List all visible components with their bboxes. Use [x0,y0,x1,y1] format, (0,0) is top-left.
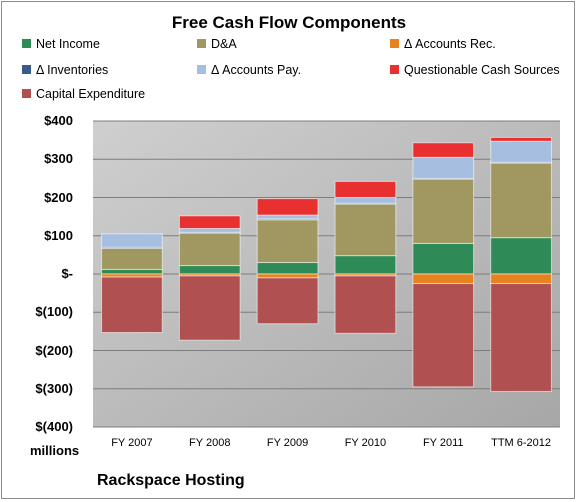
bar-segment [256,262,319,275]
bar-segment [178,215,241,229]
legend-swatch [390,39,399,48]
x-tick-label: FY 2010 [344,437,387,449]
legend-swatch [390,65,399,74]
legend-label: Δ Inventories [36,63,109,77]
legend-label: Δ Accounts Rec. [404,37,496,51]
x-tick-label: FY 2011 [422,437,464,449]
bar-segment [256,214,319,220]
legend-item-net-income: Net Income [22,37,100,51]
bar-segment [490,136,552,142]
bar-segment [334,197,397,204]
y-tick-label: $(300) [35,380,73,396]
legend-item-capex: Capital Expenditure [22,87,145,101]
bar-segment [334,203,397,257]
y-tick-label: $(200) [35,342,73,358]
bar-segment [256,273,319,279]
legend-swatch [22,39,31,48]
company-name: Rackspace Hosting [97,472,245,489]
legend-item-accounts-pay: Δ Accounts Pay. [197,63,301,77]
bar-segment [101,268,163,275]
bar-segment [101,233,163,248]
legend-item-accounts-rec: Δ Accounts Rec. [390,37,496,51]
legend-label: D&A [211,37,237,51]
bar-segment [178,227,241,233]
legend-swatch [22,89,31,98]
bar-segment [178,232,241,267]
bar-segment [412,283,475,388]
bar-segment [412,178,475,244]
legend-label: Δ Accounts Pay. [211,63,302,77]
legend-label: Capital Expenditure [36,87,146,101]
bar-segment [256,219,319,264]
units-label: millions [30,443,80,458]
bar-segment [256,277,319,325]
bar-segment [490,237,552,275]
bar-segment [412,242,475,275]
y-tick-label: $- [61,266,73,281]
legend-label: Net Income [36,37,100,51]
bar-segment [490,283,552,392]
bar-segment [101,276,163,334]
bar-segment [412,156,475,179]
bar-segment [490,273,552,285]
legend-item-inventories: Δ Inventories [22,63,108,77]
bar-segment [334,180,397,198]
bar-segment [101,247,163,270]
legend-label: Questionable Cash Sources [404,63,560,77]
legend-swatch [22,65,31,74]
bar-segment [178,265,241,275]
x-tick-label: TTM 6-2012 [491,437,552,449]
chart-title: Free Cash Flow Components [171,13,407,32]
legend-swatch [197,39,206,48]
legend-item-d-and-a: D&A [197,37,237,51]
y-tick-label: $300 [44,151,73,167]
bar-segment [490,140,552,163]
bar-segment [256,198,319,216]
y-tick-label: $200 [44,189,73,205]
bar-segment [334,275,397,334]
y-tick-label: $400 [44,113,73,128]
bar-segment [178,275,241,341]
bar-segment [412,142,475,158]
y-tick-label: $(400) [35,419,73,434]
x-tick-label: FY 2008 [189,437,231,449]
legend-item-questionable-cash: Questionable Cash Sources [390,63,560,77]
bar-segment [334,255,397,275]
x-tick-label: FY 2007 [111,437,153,449]
legend-swatch [197,65,206,74]
y-tick-label: $(100) [35,304,73,320]
y-tick-label: $100 [44,227,73,243]
bar-segment [490,162,552,239]
x-tick-label: FY 2009 [266,437,309,449]
bar-segment [412,273,475,285]
